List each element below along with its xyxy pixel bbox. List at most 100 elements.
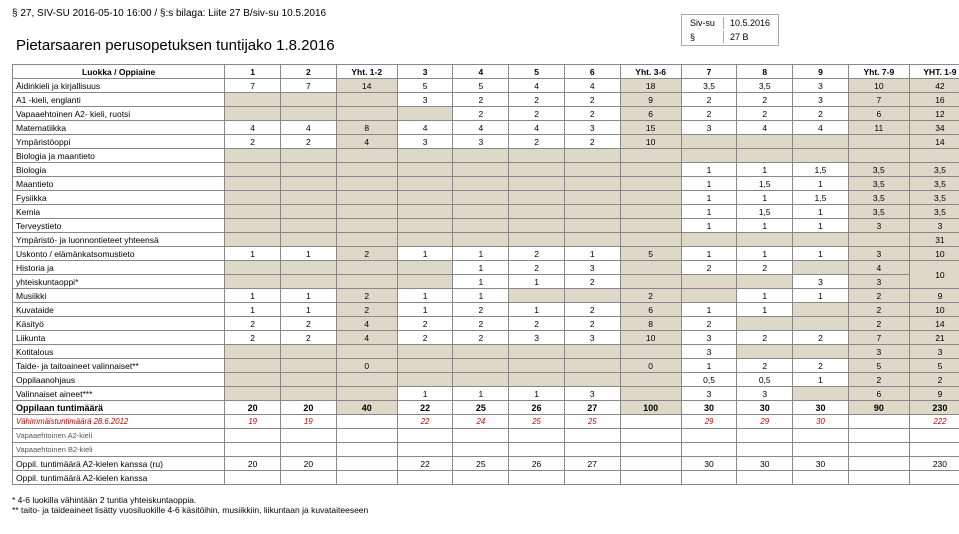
table-cell: 1 — [397, 289, 453, 303]
column-header: 3 — [397, 65, 453, 79]
table-cell: 222 — [909, 415, 959, 429]
footnotes: * 4-6 luokilla vähintään 2 tuntia yhteis… — [12, 495, 959, 515]
table-cell: 4 — [336, 135, 397, 149]
table-cell: 30 — [737, 457, 793, 471]
table-cell: 6 — [620, 107, 681, 121]
table-cell — [620, 373, 681, 387]
table-cell — [509, 443, 565, 457]
table-cell — [509, 163, 565, 177]
table-cell: 3,5 — [848, 191, 909, 205]
table-cell — [453, 471, 509, 485]
table-cell: 1 — [793, 247, 849, 261]
table-cell — [620, 205, 681, 219]
table-cell — [397, 219, 453, 233]
row-label: Oppil. tuntimäärä A2-kielen kanssa — [13, 471, 225, 485]
footnote-line: ** taito- ja taideaineet lisätty vuosilu… — [12, 505, 959, 515]
table-cell — [225, 345, 281, 359]
table-cell: 2 — [509, 261, 565, 275]
meta-box-cell: 10.5.2016 — [723, 17, 776, 29]
table-cell: 3,5 — [737, 79, 793, 93]
table-cell — [225, 275, 281, 289]
table-cell — [620, 387, 681, 401]
table-cell — [848, 457, 909, 471]
table-cell: 26 — [509, 401, 565, 415]
table-cell — [336, 457, 397, 471]
table-cell: 20 — [225, 457, 281, 471]
table-cell: 8 — [336, 121, 397, 135]
table-cell: 3 — [564, 387, 620, 401]
table-cell — [737, 429, 793, 443]
table-cell: 2 — [281, 331, 337, 345]
table-cell — [225, 163, 281, 177]
table-cell — [336, 471, 397, 485]
table-cell: 30 — [793, 457, 849, 471]
column-header: Yht. 3-6 — [620, 65, 681, 79]
table-cell: 4 — [737, 121, 793, 135]
table-cell — [848, 443, 909, 457]
table-cell: 14 — [909, 317, 959, 331]
table-cell — [509, 359, 565, 373]
table-cell — [793, 149, 849, 163]
table-cell — [564, 149, 620, 163]
row-label: Uskonto / elämänkatsomustieto — [13, 247, 225, 261]
table-cell: 2 — [681, 93, 737, 107]
table-cell — [225, 107, 281, 121]
table-cell: 27 — [564, 457, 620, 471]
table-cell — [281, 275, 337, 289]
table-cell — [848, 135, 909, 149]
table-cell: 1 — [225, 303, 281, 317]
table-cell: 2 — [909, 373, 959, 387]
table-cell: 5 — [848, 359, 909, 373]
table-cell: 2 — [397, 331, 453, 345]
table-cell — [509, 149, 565, 163]
table-cell — [281, 471, 337, 485]
table-cell: 1 — [453, 289, 509, 303]
table-cell — [397, 107, 453, 121]
table-cell: 1 — [793, 219, 849, 233]
table-cell: 2 — [564, 107, 620, 121]
table-cell: 3 — [397, 135, 453, 149]
table-cell: 2 — [453, 303, 509, 317]
table-cell: 14 — [909, 135, 959, 149]
table-cell: 2 — [564, 317, 620, 331]
meta-box-cell: § — [684, 31, 721, 43]
row-label: Liikunta — [13, 331, 225, 345]
table-cell — [848, 149, 909, 163]
table-cell — [336, 177, 397, 191]
table-cell: 4 — [281, 121, 337, 135]
table-cell: 2 — [564, 135, 620, 149]
table-cell — [281, 205, 337, 219]
table-cell: 25 — [453, 457, 509, 471]
table-cell — [336, 107, 397, 121]
table-cell: 2 — [793, 107, 849, 121]
table-cell — [681, 135, 737, 149]
table-cell: 4 — [225, 121, 281, 135]
table-cell: 2 — [737, 359, 793, 373]
table-cell — [336, 233, 397, 247]
table-cell — [509, 177, 565, 191]
table-cell: 24 — [453, 415, 509, 429]
table-cell — [564, 443, 620, 457]
table-cell: 4 — [848, 261, 909, 275]
table-cell: 2 — [509, 107, 565, 121]
table-cell — [737, 317, 793, 331]
table-cell — [620, 233, 681, 247]
table-cell: 1 — [281, 303, 337, 317]
column-header: 1 — [225, 65, 281, 79]
table-cell: 22 — [397, 401, 453, 415]
table-cell: 230 — [909, 401, 959, 415]
table-cell — [681, 275, 737, 289]
row-label: Fysiikka — [13, 191, 225, 205]
table-cell: 3,5 — [848, 205, 909, 219]
table-cell — [281, 233, 337, 247]
table-cell — [737, 443, 793, 457]
table-cell — [453, 345, 509, 359]
table-cell — [453, 177, 509, 191]
table-cell: 4 — [509, 79, 565, 93]
table-cell: 3 — [397, 93, 453, 107]
table-cell: 30 — [793, 415, 849, 429]
table-cell — [509, 205, 565, 219]
table-cell — [620, 177, 681, 191]
table-cell: 1 — [281, 289, 337, 303]
table-cell: 2 — [848, 289, 909, 303]
